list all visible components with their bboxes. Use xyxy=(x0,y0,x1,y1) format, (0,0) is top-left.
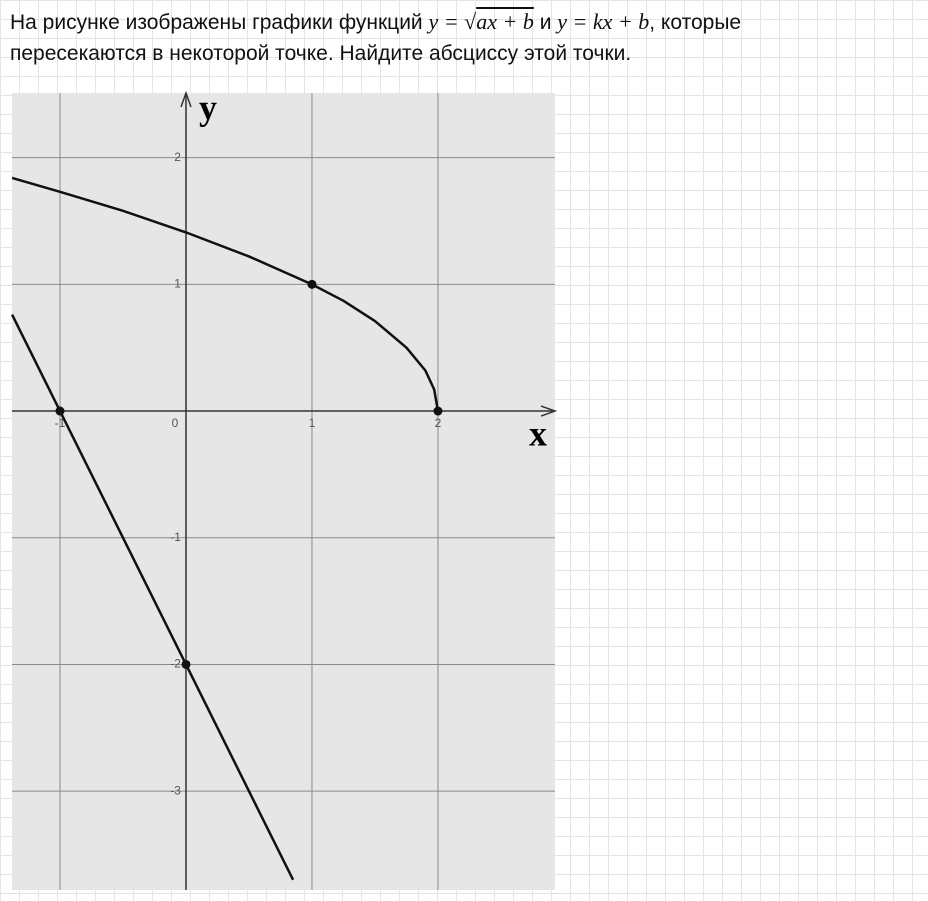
y-axis-label: y xyxy=(199,87,217,127)
x-axis-label: x xyxy=(529,413,547,453)
y-tick-label: 2 xyxy=(174,150,181,164)
curve xyxy=(11,176,440,412)
text: , которые xyxy=(649,11,742,34)
x-tick-label: 0 xyxy=(172,416,179,430)
y-tick-label: 1 xyxy=(174,277,181,291)
formula-part: ax + b xyxy=(476,9,534,34)
formula: y = √ax + b xyxy=(429,9,534,34)
problem-text: На рисунке изображены графики функций y … xyxy=(10,6,920,69)
y-tick-label: -2 xyxy=(170,657,181,671)
formula-part: y = xyxy=(428,9,459,34)
point xyxy=(307,279,317,289)
point xyxy=(433,406,443,416)
y-tick-label: -1 xyxy=(170,530,181,544)
y-axis-arrow xyxy=(180,90,192,108)
formula-part: √ xyxy=(464,9,477,34)
plot-area xyxy=(12,93,555,890)
text: и xyxy=(539,11,552,34)
y-tick-label: -3 xyxy=(170,783,181,797)
x-tick-label: -1 xyxy=(55,416,66,430)
point xyxy=(181,659,191,669)
x-tick-label: 1 xyxy=(309,416,316,430)
x-axis-arrow xyxy=(540,405,558,417)
point xyxy=(55,406,65,416)
formula: y = kx + b xyxy=(557,9,650,34)
text: На рисунке изображены графики функций xyxy=(10,11,423,34)
x-tick-label: 2 xyxy=(435,416,442,430)
text: пересекаются в некоторой точке. Найдите … xyxy=(10,42,632,65)
